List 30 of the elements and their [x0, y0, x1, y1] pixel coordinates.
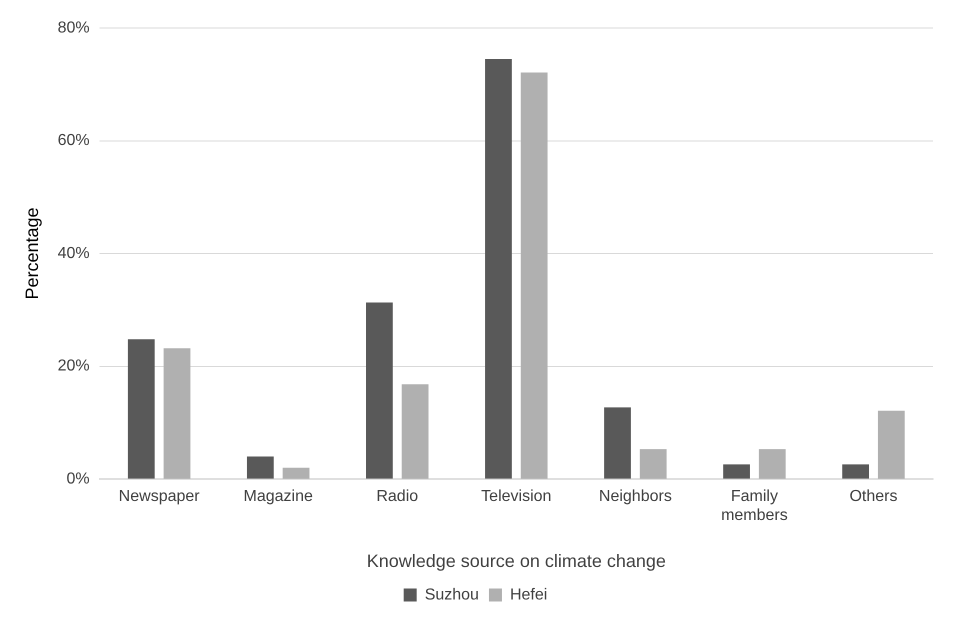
x-tick-label: Others	[849, 488, 898, 506]
bar	[640, 449, 667, 478]
y-tick-label: 40%	[58, 244, 90, 262]
y-tick-label: 20%	[58, 358, 90, 375]
x-tick-label: Radio	[376, 488, 418, 506]
bar	[878, 410, 905, 478]
legend-label: Hefei	[510, 586, 548, 604]
y-tick-label: 80%	[58, 19, 90, 36]
x-tick-label: Magazine	[244, 488, 313, 506]
bar	[520, 72, 548, 478]
bar	[164, 348, 190, 478]
bar	[282, 468, 310, 478]
y-tick-label: 60%	[58, 132, 90, 150]
x-tick-label: Newspaper	[118, 488, 200, 506]
x-tick-label: Neighbors	[598, 488, 672, 506]
bar	[402, 384, 429, 478]
bar	[246, 456, 274, 478]
bar	[842, 464, 870, 478]
x-tick-label: Television	[481, 488, 552, 506]
bar	[128, 339, 155, 478]
x-axis-title: Knowledge source on climate change	[366, 551, 666, 572]
legend-label: Suzhou	[424, 586, 479, 604]
y-axis-title: Percentage	[22, 207, 42, 300]
bar	[366, 302, 393, 478]
y-tick-label: 0%	[66, 470, 90, 488]
bar	[604, 407, 631, 478]
bar	[723, 464, 750, 478]
x-tick-label: Family members	[721, 488, 788, 524]
bar	[485, 59, 512, 478]
bar	[758, 449, 786, 478]
